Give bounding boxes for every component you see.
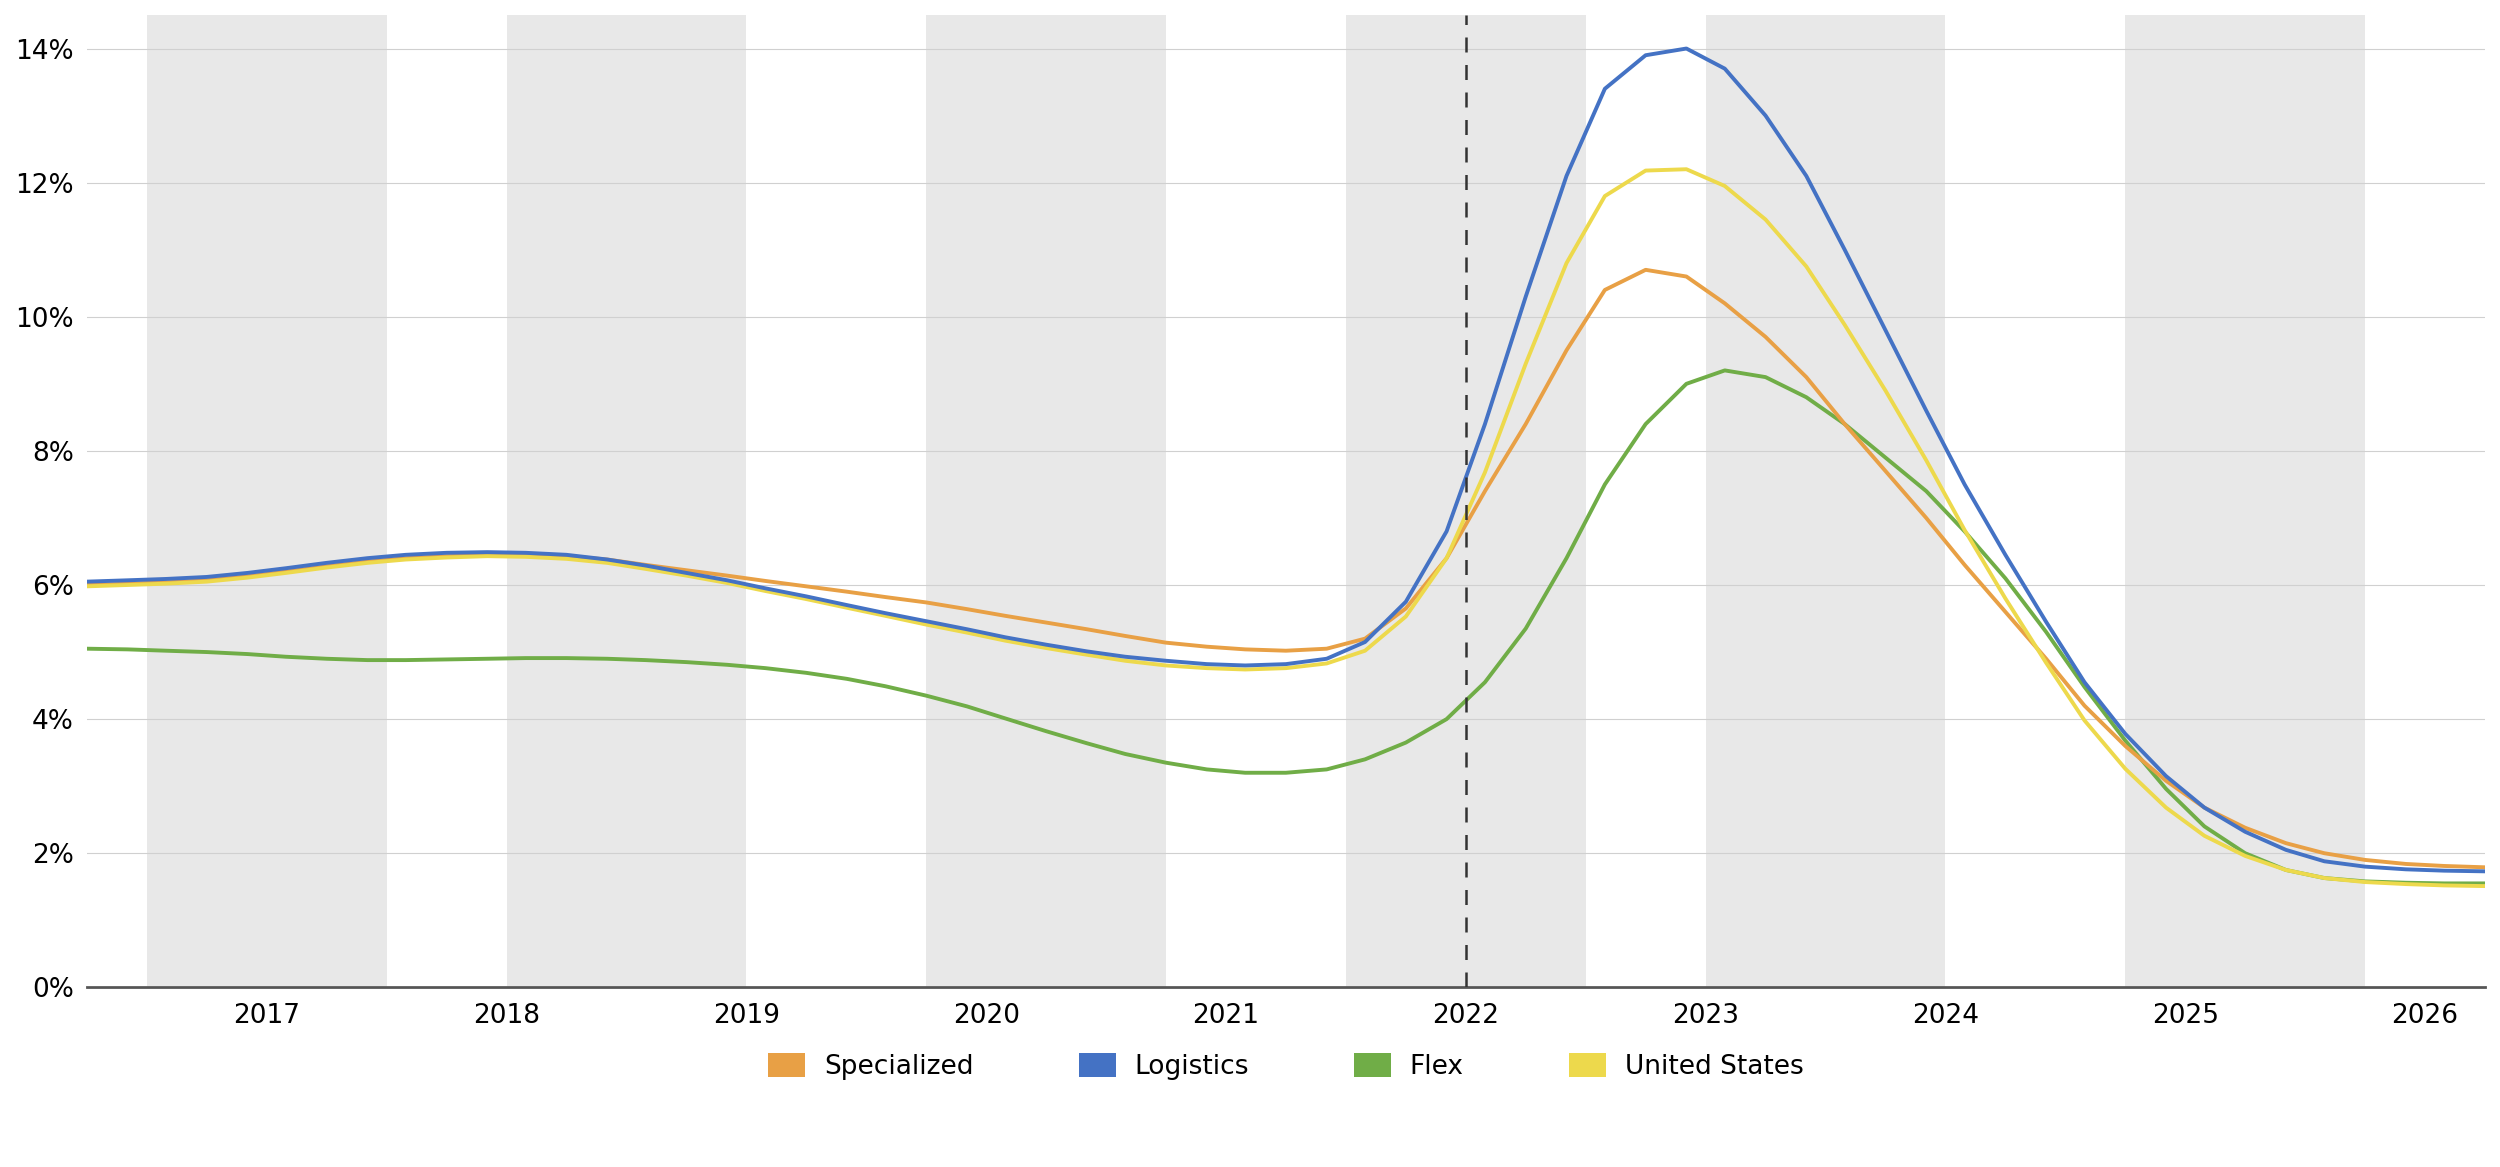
Bar: [925, 15, 1165, 987]
Bar: [148, 15, 388, 987]
Bar: [508, 15, 748, 987]
Bar: [1345, 15, 1585, 987]
Bar: [2125, 15, 2365, 987]
Legend: Specialized, Logistics, Flex, United States: Specialized, Logistics, Flex, United Sta…: [758, 1043, 1815, 1091]
Bar: [1705, 15, 1945, 987]
